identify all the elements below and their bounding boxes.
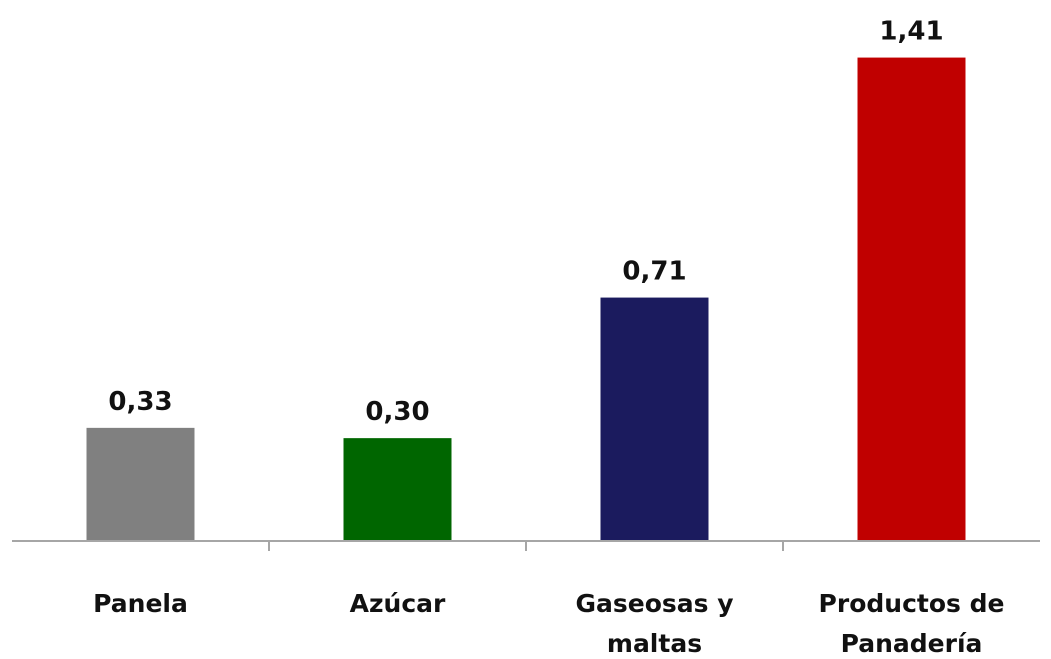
category-label-3-line-1: Panadería <box>841 629 983 658</box>
category-labels-group: Panela Azúcar Gaseosas y maltas Productos de… <box>93 589 1004 658</box>
category-label-0: Panela <box>93 589 188 618</box>
bar-2 <box>600 297 709 541</box>
bar-1 <box>343 438 452 541</box>
category-label-3-line-0: Productos de <box>819 589 1005 618</box>
value-label-1: 0,30 <box>365 397 429 427</box>
value-label-2: 0,71 <box>622 257 686 287</box>
category-label-2-line-1: maltas <box>607 629 702 658</box>
bar-0 <box>86 427 195 541</box>
category-label-2-line-0: Gaseosas y <box>575 589 733 618</box>
value-labels-group: 0,33 0,30 0,71 1,41 <box>108 17 943 428</box>
bar-3 <box>857 57 966 541</box>
value-label-0: 0,33 <box>108 387 172 417</box>
x-axis <box>12 540 1040 551</box>
category-label-1: Azúcar <box>350 589 446 618</box>
bars-group <box>86 57 966 541</box>
value-label-3: 1,41 <box>879 17 943 47</box>
